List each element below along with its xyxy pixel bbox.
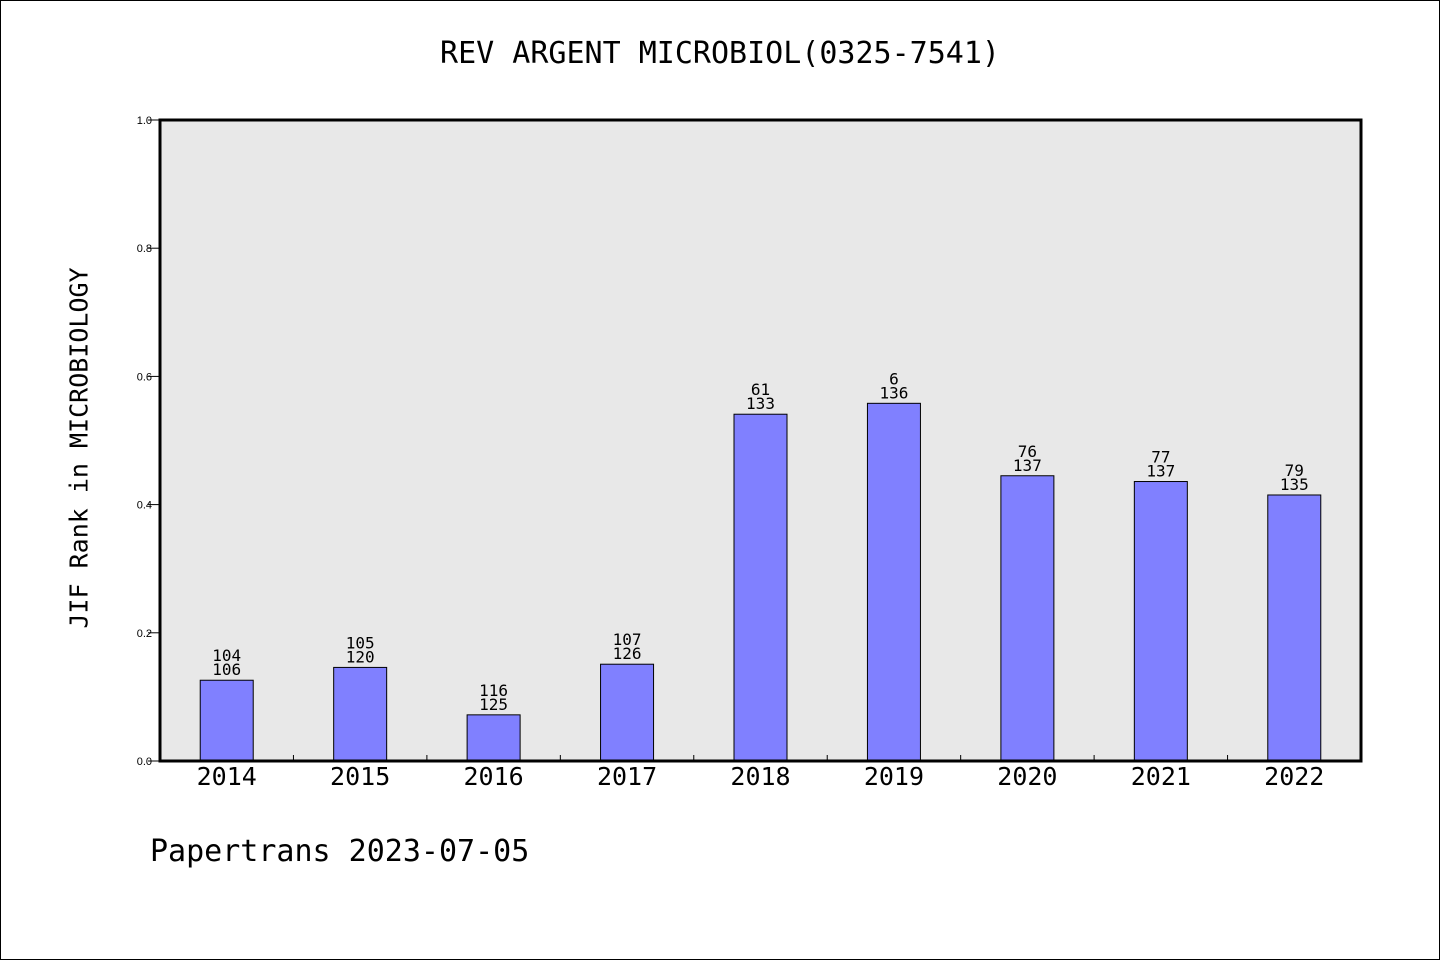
- x-tick-label: 2016: [464, 762, 524, 791]
- y-tick-label: 0.6: [137, 371, 152, 383]
- bar-rank-label: 104: [212, 646, 241, 665]
- bar-total-label: 136: [879, 383, 908, 402]
- bar-2018: [733, 413, 788, 762]
- x-tick-label: 2018: [730, 762, 790, 791]
- bar-rank-label: 61: [751, 380, 770, 399]
- x-tick-label: 2022: [1264, 762, 1324, 791]
- x-tick-label: 2017: [597, 762, 657, 791]
- bar-2020: [1000, 475, 1055, 762]
- y-axis: 0.0 0.2 0.4 0.6 0.8 1.0: [137, 115, 160, 768]
- bar-total-label: 106: [212, 660, 241, 679]
- bar-series: [199, 402, 1322, 762]
- bar-2014: [199, 679, 254, 762]
- bar-rank-label: 6: [889, 369, 899, 388]
- bar-2019: [866, 402, 921, 762]
- bar-total-label: 125: [479, 695, 508, 714]
- bar-2022: [1267, 494, 1322, 762]
- x-tick-label: 2014: [197, 762, 257, 791]
- bar-rank-label: 77: [1151, 448, 1170, 467]
- bar-total-label: 120: [346, 647, 375, 666]
- y-tick-label: 0.4: [137, 500, 152, 512]
- x-axis: 2014 2015 2016 2017 2018 2019 2020 2021 2022: [197, 755, 1324, 791]
- footer-date-text: Papertrans 2023-07-05: [150, 834, 530, 869]
- x-tick-label: 2015: [330, 762, 390, 791]
- bar-total-label: 137: [1146, 462, 1175, 481]
- bar-rank-label: 76: [1018, 442, 1037, 461]
- bar-2015: [333, 666, 388, 762]
- bar-total-label: 126: [613, 644, 642, 663]
- bar-rank-label: 79: [1285, 461, 1304, 480]
- bar-rank-label: 105: [346, 633, 375, 652]
- y-tick-label: 1.0: [137, 115, 152, 127]
- bar-total-label: 137: [1013, 456, 1042, 475]
- bar-2016: [466, 714, 521, 762]
- x-tick-label: 2020: [997, 762, 1057, 791]
- y-tick-label: 0.2: [137, 628, 152, 640]
- x-tick-label: 2021: [1131, 762, 1191, 791]
- bar-rank-label: 116: [479, 681, 508, 700]
- y-tick-label: 0.0: [137, 756, 152, 768]
- chart-title: REV ARGENT MICROBIOL(0325-7541): [440, 36, 1000, 71]
- bar-total-label: 135: [1280, 475, 1309, 494]
- y-tick-label: 0.8: [137, 243, 152, 255]
- bar-total-label: 133: [746, 394, 775, 413]
- bar-rank-label: 107: [613, 630, 642, 649]
- bar-2017: [600, 663, 655, 762]
- plot-border: [158, 118, 1363, 763]
- x-tick-label: 2019: [864, 762, 924, 791]
- bar-2021: [1133, 481, 1188, 762]
